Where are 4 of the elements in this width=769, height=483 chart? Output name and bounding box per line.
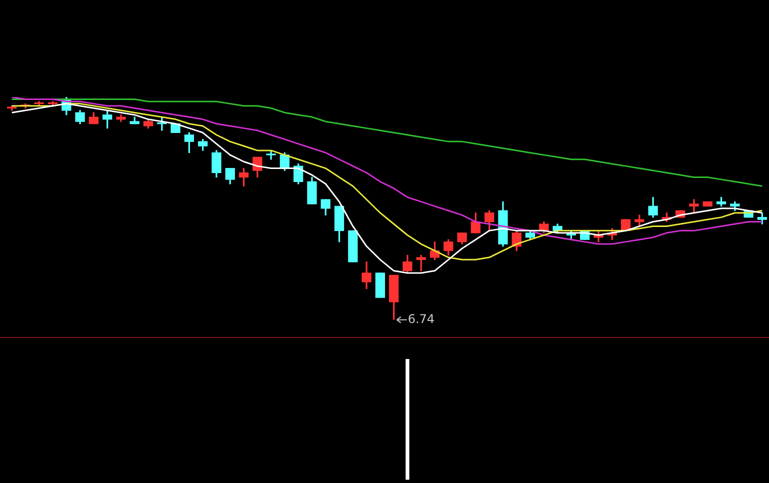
annotation: 6.74 <box>408 312 435 326</box>
candlestick <box>348 230 358 262</box>
candlestick <box>266 150 276 160</box>
candlestick <box>375 272 386 298</box>
